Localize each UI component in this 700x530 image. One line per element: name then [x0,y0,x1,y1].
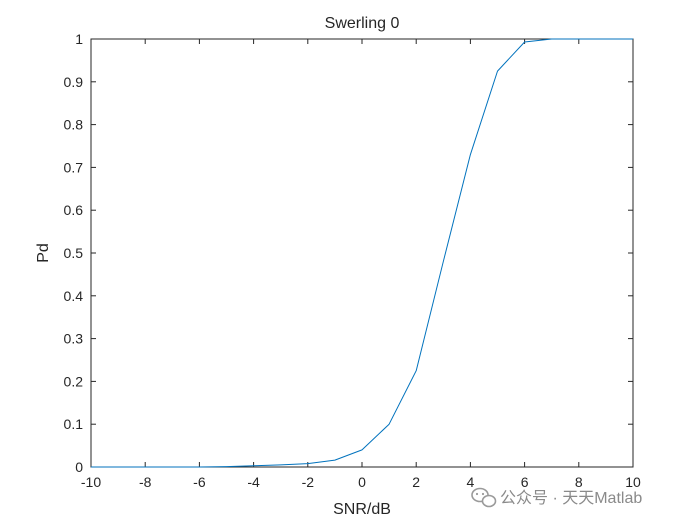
x-tick-label: -2 [302,474,315,490]
y-tick-label: 0.7 [64,159,84,175]
x-tick-label: 6 [521,474,529,490]
plot-area-box [90,38,634,468]
x-tick-label: 10 [625,474,641,490]
x-tick-label: -4 [247,474,260,490]
watermark: 公众号 · 天天Matlab [471,487,642,508]
y-tick-label: 0.4 [64,288,84,304]
y-tick-label: 0.8 [64,117,84,133]
x-tick-label: -10 [81,474,101,490]
x-tick-label: -6 [193,474,206,490]
x-tick-label: 2 [412,474,420,490]
y-tick-label: 0.2 [64,373,84,389]
series-line [91,38,633,468]
y-tick-label: 0.5 [64,245,84,261]
x-axis-label: SNR/dB [333,501,391,518]
x-tick-label: -8 [139,474,152,490]
wechat-icon [471,487,497,508]
y-tick-label: 0.9 [64,74,84,90]
y-tick-label: 1 [75,31,83,47]
x-tick-label: 0 [358,474,366,490]
x-tick-label: 4 [467,474,475,490]
chart-title: Swerling 0 [325,15,400,32]
y-tick-label: 0.6 [64,202,84,218]
y-axis-label: Pd [35,243,52,263]
x-tick-label: 8 [575,474,583,490]
watermark-text: 公众号 · 天天Matlab [500,489,642,507]
y-tick-label: 0.3 [64,331,84,347]
y-tick-label: 0 [75,459,83,475]
y-tick-label: 0.1 [64,416,84,432]
plot-layer: -10 -8 -6 -4 -2 0 2 4 6 8 10 0 0.1 0.2 0.3 0.4 0.5 0.6 0.7… [64,31,641,490]
